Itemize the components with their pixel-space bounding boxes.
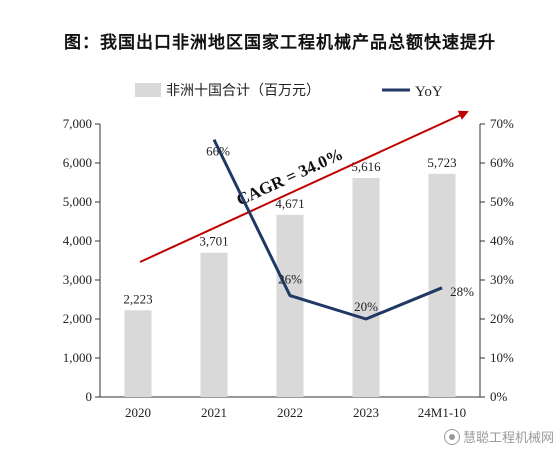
bar-data-label: 5,723	[427, 155, 456, 170]
bar-data-label: 3,701	[199, 234, 228, 249]
bar-data-label: 4,671	[275, 196, 304, 211]
watermark: 慧聪工程机械网	[443, 427, 554, 446]
y-right-tick-label: 60%	[490, 155, 514, 170]
y-left-tick-label: 2,000	[63, 311, 92, 326]
legend-bar-label: 非洲十国合计（百万元）	[166, 83, 320, 99]
bar	[200, 252, 228, 397]
watermark-text: 慧聪工程机械网	[462, 431, 554, 446]
y-right-tick-label: 30%	[490, 272, 514, 287]
bar	[428, 173, 456, 397]
x-tick-label: 2023	[353, 405, 379, 420]
x-tick-label: 24M1-10	[418, 405, 466, 420]
x-tick-label: 2022	[277, 405, 303, 420]
y-left-tick-label: 4,000	[63, 233, 92, 248]
cagr-arrow	[139, 110, 469, 263]
y-left-tick-label: 6,000	[63, 155, 92, 170]
y-left-tick-label: 1,000	[63, 350, 92, 365]
y-right-tick-label: 70%	[490, 116, 514, 131]
chart-title: 图：我国出口非洲地区国家工程机械产品总额快速提升	[64, 33, 496, 53]
x-tick-label: 2021	[201, 405, 227, 420]
yoy-line	[212, 138, 443, 321]
y-left-tick-label: 7,000	[63, 116, 92, 131]
yoy-data-label: 28%	[450, 284, 474, 299]
yoy-data-label: 26%	[278, 272, 302, 287]
y-right-tick-label: 10%	[490, 350, 514, 365]
bar-data-label: 5,616	[351, 159, 381, 174]
yoy-data-label: 66%	[206, 144, 230, 159]
y-right-tick-label: 40%	[490, 233, 514, 248]
bar	[352, 177, 380, 397]
y-left-tick-label: 5,000	[63, 194, 92, 209]
y-right-tick-label: 20%	[490, 311, 514, 326]
bar	[124, 310, 152, 397]
x-tick-label: 2020	[125, 405, 151, 420]
legend-bar-swatch	[135, 83, 161, 97]
y-right-tick-label: 0%	[490, 389, 508, 404]
legend-line-label: YoY	[415, 84, 443, 100]
y-left-tick-label: 3,000	[63, 272, 92, 287]
bar	[276, 214, 304, 397]
y-right-tick-label: 50%	[490, 194, 514, 209]
watermark-logo-icon	[443, 429, 460, 445]
yoy-data-label: 20%	[354, 299, 378, 314]
bar-data-label: 2,223	[123, 291, 152, 306]
y-left-tick-label: 0	[86, 389, 93, 404]
